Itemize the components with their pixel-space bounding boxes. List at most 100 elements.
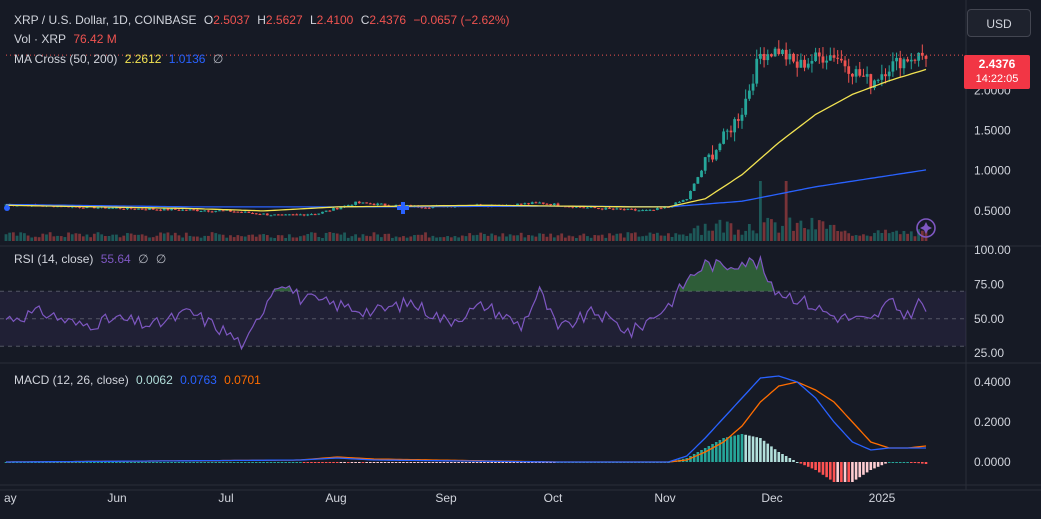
candle-body: [247, 211, 251, 213]
volume-bar: [287, 234, 291, 241]
time-tick-label: 2025: [869, 491, 896, 505]
volume-bar: [354, 234, 357, 241]
macd-hist-bar: [306, 462, 310, 463]
macd-hist-bar: [486, 462, 490, 463]
macd-hist-bar: [906, 462, 909, 463]
volume-bar: [438, 237, 442, 241]
macd-hist-bar: [737, 434, 740, 462]
volume-bar: [258, 234, 262, 241]
price-tick-label: 1.0000: [974, 164, 1011, 178]
candle-body: [262, 213, 265, 215]
macd-hist-bar: [788, 458, 792, 462]
macd-hist-bar: [494, 462, 497, 463]
macd-hist-bar: [170, 462, 173, 463]
volume-bar: [906, 233, 909, 241]
candle-body: [188, 209, 192, 211]
volume-bar: [751, 230, 755, 241]
volume-bar: [700, 234, 703, 241]
candle-body: [678, 201, 681, 203]
candle-body: [869, 74, 873, 89]
candle-body: [906, 59, 909, 62]
macd-hist-bar: [339, 462, 343, 463]
volume-bar: [218, 234, 221, 241]
candle-body: [523, 203, 527, 205]
volume-bar: [15, 235, 19, 241]
candle-body: [177, 209, 181, 211]
macd-hist-bar: [461, 462, 464, 463]
time-tick-label: Nov: [654, 491, 675, 505]
candle-body: [166, 208, 170, 211]
rsi-extra-1: ∅: [138, 252, 149, 266]
macd-hist-bar: [876, 462, 880, 467]
candle-body: [162, 208, 166, 211]
candle-body: [96, 207, 100, 209]
volume-bar: [306, 233, 310, 241]
macd-hist-bar: [924, 462, 928, 464]
volume-bar: [265, 235, 269, 241]
volume-bar: [188, 235, 192, 241]
volume-bar: [177, 235, 181, 241]
volume-bar: [126, 233, 129, 241]
volume-bar: [254, 236, 258, 241]
volume-bar: [519, 232, 523, 241]
macd-hist-value: 0.0062: [136, 373, 173, 387]
volume-bar: [302, 235, 306, 241]
volume-bar: [541, 233, 545, 241]
macd-hist-bar: [93, 462, 96, 463]
candle-body: [873, 80, 876, 89]
candle-body: [604, 207, 608, 210]
volume-bar: [299, 236, 302, 241]
volume-bar: [821, 221, 825, 241]
volume-bar: [854, 235, 858, 241]
macd-hist-bar: [85, 462, 89, 463]
candle-body: [795, 61, 799, 68]
change-value: −0.0657 (−2.62%): [413, 13, 510, 27]
volume-bar: [107, 235, 111, 241]
macd-hist-bar: [391, 462, 394, 463]
time-tick-label: ay: [4, 491, 17, 505]
candle-body: [725, 130, 729, 132]
macd-hist-bar: [332, 462, 335, 463]
macd-hist-bar: [52, 462, 56, 463]
volume-bar: [622, 237, 626, 241]
macd-hist-bar: [376, 462, 379, 463]
macd-hist-bar: [313, 462, 317, 463]
macd-hist-bar: [122, 462, 126, 463]
volume-bar: [917, 229, 921, 241]
volume-bar: [81, 236, 85, 241]
macd-hist-bar: [692, 454, 696, 462]
macd-hist-bar: [832, 462, 836, 482]
macd-hist-bar: [343, 462, 346, 463]
volume-bar: [243, 236, 247, 241]
volume-bar: [100, 234, 104, 241]
volume-bar: [839, 231, 843, 241]
volume-bar: [115, 234, 118, 241]
volume-bar: [4, 234, 8, 241]
volume-bar: [725, 221, 729, 241]
volume-bar: [578, 235, 582, 241]
candle-body: [770, 54, 773, 57]
volume-bar: [733, 234, 737, 241]
candle-body: [78, 206, 81, 208]
volume-bar: [788, 217, 792, 241]
macd-hist-bar: [214, 462, 218, 463]
volume-bar: [667, 233, 670, 241]
currency-button[interactable]: USD: [967, 9, 1031, 37]
symbol-legend: XRP / U.S. Dollar, 1D, COINBASE O2.5037 …: [14, 12, 514, 28]
candle-body: [284, 214, 288, 216]
candle-body: [541, 202, 545, 204]
macd-hist-bar: [527, 462, 530, 463]
volume-bar: [251, 234, 254, 241]
macd-hist-bar: [851, 462, 854, 482]
volume-bar: [335, 233, 339, 241]
rsi-legend: RSI (14, close) 55.64 ∅ ∅: [14, 251, 170, 267]
candle-body: [144, 209, 148, 211]
candle-body: [777, 48, 781, 55]
candle-body: [630, 208, 633, 210]
macd-hist-bar: [843, 462, 847, 482]
candle-body: [335, 208, 339, 210]
macd-hist-bar: [427, 462, 431, 463]
volume-bar: [350, 236, 354, 241]
